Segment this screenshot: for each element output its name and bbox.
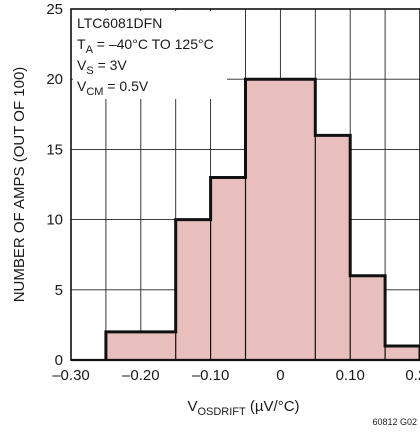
x-tick-label: 0.20 xyxy=(405,367,420,384)
annotation-line-2: VS = 3V xyxy=(77,57,127,77)
annotation-background xyxy=(73,11,227,99)
histogram-bar-2 xyxy=(210,177,246,360)
x-tick-label: –0.30 xyxy=(52,367,90,384)
annotation-line-3: VCM = 0.5V xyxy=(77,78,149,98)
tick-labels: –0.30 –0.20 –0.10 0 0.10 0.20 0 5 10 15 20 25 xyxy=(46,1,420,384)
condition-annotation: LTC6081DFN TA = –40°C TO 125°CVS = 3VVCM … xyxy=(73,11,227,99)
histogram-bars xyxy=(104,77,420,360)
y-tick-label: 15 xyxy=(46,141,63,158)
y-tick-label: 10 xyxy=(46,212,63,229)
histogram-outline xyxy=(104,77,420,360)
histogram-bar-5 xyxy=(350,275,386,360)
histogram-bar-4 xyxy=(315,135,351,360)
y-tick-label: 25 xyxy=(46,1,63,18)
x-tick-label: –0.10 xyxy=(192,367,230,384)
x-tick-label: –0.20 xyxy=(122,367,160,384)
figure-id: 60812 G02 xyxy=(372,417,417,427)
plot-frame xyxy=(70,8,420,362)
x-tick-label: 0.10 xyxy=(336,367,365,384)
y-tick-label: 20 xyxy=(46,71,63,88)
x-tick-label: 0 xyxy=(276,367,284,384)
histogram-bar-3 xyxy=(245,79,316,360)
histogram-bar-0 xyxy=(105,331,176,360)
annotation-line-1: TA = –40°C TO 125°C xyxy=(77,36,214,56)
histogram-bar-1 xyxy=(175,219,211,360)
annotation-line-0: LTC6081DFN xyxy=(77,15,162,31)
y-tick-label: 5 xyxy=(55,282,63,299)
y-axis-title: NUMBER OF AMPS (OUT OF 100) xyxy=(11,67,28,303)
y-tick-label: 0 xyxy=(55,352,63,369)
histogram-bar-6 xyxy=(385,345,420,360)
axis-labels: VOSDRIFT (µV/°C) NUMBER OF AMPS (OUT OF 1… xyxy=(11,67,417,427)
x-axis-title: VOSDRIFT (µV/°C) xyxy=(187,398,299,418)
